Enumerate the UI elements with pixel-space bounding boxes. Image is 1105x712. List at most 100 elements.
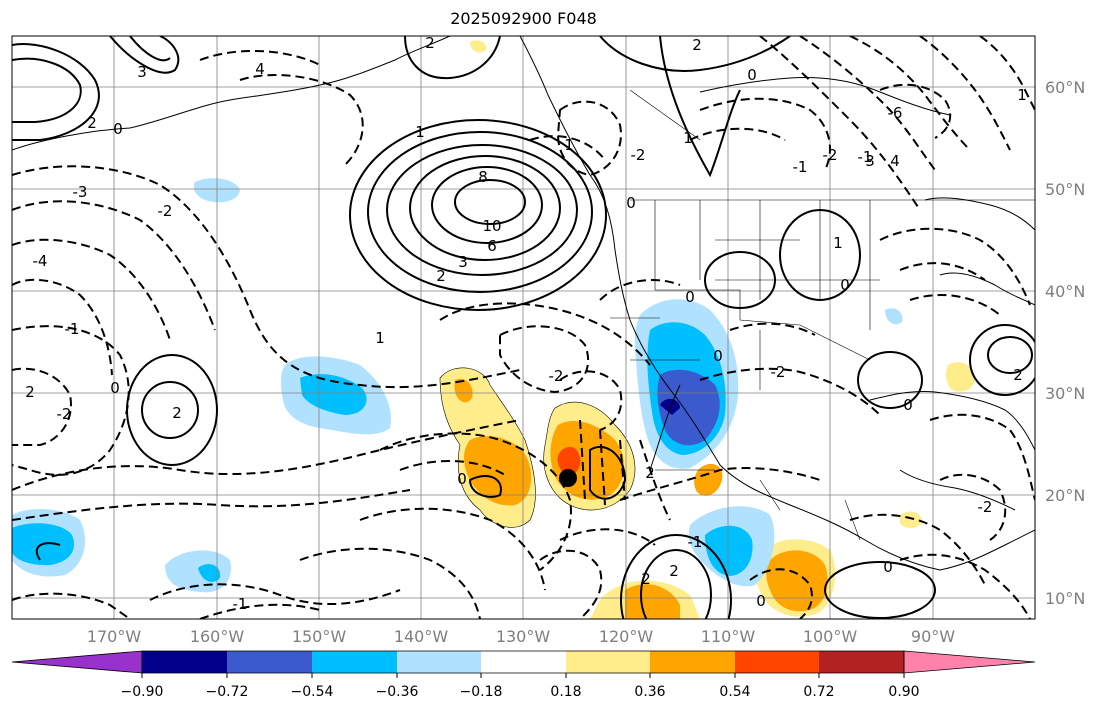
colorbar-segment [227,651,312,673]
contour-label: 0 [626,194,636,212]
contour-label: 2 [436,267,446,285]
contours-positive [12,36,1035,619]
contour-label: 2 [172,404,182,422]
colorbar-tick-label: −0.18 [460,684,503,700]
contours-negative [12,36,1035,619]
map-title: 2025092900 F048 [450,9,597,28]
contour-label: 3 [137,63,147,81]
contour-label: 4 [890,152,900,170]
contour-label: -1 [858,148,873,166]
contour-label: 6 [487,237,497,255]
contour-label: 1 [564,136,574,154]
contour-label: 2 [425,34,435,52]
colorbar-segment [819,651,904,673]
negative-anomaly-area [198,564,221,582]
contour-label: -4 [33,252,48,270]
contour-label: -2 [771,363,786,381]
positive-anomaly-area [557,446,581,476]
colorbar-tick-label: −0.90 [121,684,164,700]
colorbar-segment [481,651,566,673]
colorbar-ticks [141,673,905,678]
contour-label: -3 [73,183,88,201]
graticule [12,36,1035,619]
lat-label: 60°N [1045,78,1085,97]
positive-anomaly-area [470,40,487,53]
colorbar-segment [735,651,819,673]
latitude-labels: 60°N 50°N 40°N 30°N 20°N 10°N [1045,78,1085,608]
contour-label: 2 [87,114,97,132]
contour-label: 0 [113,120,123,138]
lon-label: 150°W [292,627,347,646]
longitude-labels: 170°W 160°W 150°W 140°W 130°W 120°W 110°… [87,627,955,646]
contour-label: -1 [688,533,703,551]
negative-anomaly-area [705,525,753,576]
lat-label: 50°N [1045,180,1085,199]
contour-label: 1 [375,329,385,347]
lon-label: 110°W [701,627,756,646]
lon-label: 90°W [911,627,955,646]
colorbar-segment [566,651,650,673]
lon-label: 160°W [190,627,245,646]
contour-label: 0 [840,276,850,294]
contour-label: -2 [978,498,993,516]
colorbar-tick-label: −0.54 [291,684,334,700]
contour-label: 8 [478,168,488,186]
colorbar-tick-label: 0.18 [550,684,581,700]
coastlines [12,36,1035,571]
lon-label: 140°W [394,627,449,646]
lon-label: 170°W [87,627,142,646]
contour-label: 0 [883,558,893,576]
colorbar-extend-min [11,650,143,674]
colorbar-segment [397,651,481,673]
storm-center-marker [559,469,577,487]
contour-label: -2 [549,367,564,385]
contour-label: 2 [692,36,702,54]
lat-label: 40°N [1045,282,1085,301]
colorbar-tick-label: 0.72 [803,684,834,700]
contour-label: 0 [713,347,723,365]
colorbar-tick-label: 0.54 [719,684,750,700]
contour-label: 0 [457,470,467,488]
contour-label: 1 [1017,86,1027,104]
contour-label: 3 [865,152,875,170]
colorbar-tick-label: −0.36 [376,684,419,700]
lat-label: 20°N [1045,486,1085,505]
negative-anomaly-area [660,398,680,415]
colorbar: −0.90 −0.72 −0.54 −0.36 −0.18 0.18 0.36 … [11,650,1036,700]
contour-label: 2 [641,570,651,588]
negative-anomaly-area [657,369,720,446]
contour-label: 1 [415,123,425,141]
contour-label: 4 [255,60,265,78]
contour-label: -2 [823,146,838,164]
contour-label: 0 [903,396,913,414]
negative-anomaly-area [165,550,232,593]
contour-labels: 8 2 10 6 3 2 4 2 0 1 1 2 0 3 -3 -2 -4 -1… [25,34,1027,613]
contour-label: 1 [833,234,843,252]
lon-label: 120°W [599,627,654,646]
lon-label: 130°W [496,627,551,646]
contour-label: 2 [669,562,679,580]
colorbar-tick-label: 0.90 [888,684,919,700]
map-panel: 8 2 10 6 3 2 4 2 0 1 1 2 0 3 -3 -2 -4 -1… [12,34,1035,619]
lat-label: 30°N [1045,384,1085,403]
contour-label: 0 [685,288,695,306]
positive-anomaly-area [945,362,975,392]
positive-anomaly-area [625,584,680,619]
contour-label: 0 [110,379,120,397]
contour-label: -1 [233,595,248,613]
positive-anomaly-area [900,511,922,529]
lon-label: 100°W [803,627,858,646]
colorbar-segment [650,651,735,673]
contour-label: -1 [793,158,808,176]
colorbar-segment [142,651,227,673]
lat-label: 10°N [1045,589,1085,608]
contour-label: 1 [683,129,693,147]
contour-label: 2 [1013,366,1023,384]
contour-label: 3 [458,253,468,271]
contour-label: 0 [747,66,757,84]
colorbar-tick-label: −0.72 [206,684,249,700]
negative-anomaly-area [885,308,903,325]
contour-label: 10 [482,217,501,235]
colorbar-tick-label: 0.36 [634,684,665,700]
